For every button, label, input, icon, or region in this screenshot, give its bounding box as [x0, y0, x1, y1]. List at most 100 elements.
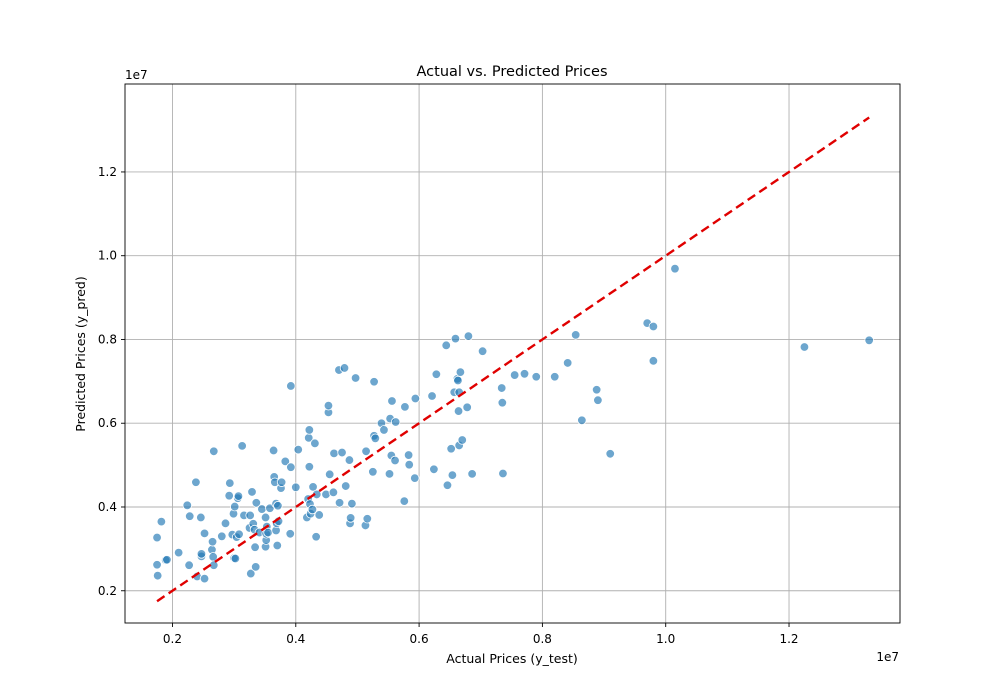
data-point — [324, 469, 335, 480]
data-point — [368, 467, 378, 477]
data-point — [196, 549, 207, 559]
data-point — [162, 555, 172, 565]
data-point — [593, 395, 603, 405]
data-point — [344, 455, 355, 465]
data-point — [247, 487, 257, 497]
data-point — [230, 501, 240, 512]
points-layer — [152, 263, 874, 584]
data-point — [233, 491, 244, 501]
plot-frame — [124, 83, 901, 624]
data-point — [519, 369, 530, 379]
data-point — [400, 402, 410, 412]
data-point — [390, 455, 400, 466]
y-tick-label: 1.0 — [98, 249, 117, 263]
data-point — [384, 469, 395, 479]
data-point — [799, 342, 810, 352]
x-tick-label: 1.0 — [656, 632, 675, 646]
data-point — [347, 498, 357, 509]
x-tick-label: 0.4 — [286, 632, 305, 646]
data-point — [323, 400, 334, 411]
data-point — [605, 449, 615, 459]
data-point — [379, 425, 389, 435]
data-point — [152, 560, 162, 570]
data-point — [497, 383, 507, 393]
x-tick-label: 1.2 — [779, 632, 798, 646]
data-point — [311, 532, 321, 542]
data-point — [442, 480, 453, 490]
data-point — [276, 477, 287, 487]
data-point — [550, 372, 560, 382]
data-point — [648, 321, 659, 332]
x-axis-label: Actual Prices (y_test) — [446, 651, 578, 666]
data-point — [350, 373, 361, 383]
x-offset-label: 1e7 — [876, 650, 899, 664]
data-point — [509, 370, 520, 380]
data-point — [462, 402, 472, 413]
data-point — [334, 498, 345, 508]
data-point — [184, 560, 194, 570]
y-tick-label: 1.2 — [98, 165, 117, 179]
x-tick-label: 0.6 — [410, 632, 429, 646]
data-point — [217, 531, 227, 542]
data-point — [199, 528, 210, 539]
data-point — [498, 468, 508, 479]
data-point — [246, 568, 256, 579]
data-point — [864, 335, 874, 346]
data-point — [361, 446, 371, 456]
data-point — [234, 529, 244, 539]
data-point — [152, 570, 163, 581]
data-point — [670, 263, 680, 274]
data-point — [457, 435, 467, 445]
data-point — [263, 527, 273, 538]
data-point — [285, 529, 295, 539]
data-point — [237, 441, 247, 451]
data-point — [304, 425, 315, 435]
data-point — [562, 358, 573, 368]
data-point — [362, 514, 373, 524]
data-point — [477, 346, 488, 356]
y-tick-label: 0.2 — [98, 584, 117, 598]
data-point — [447, 470, 458, 480]
data-point — [648, 356, 659, 366]
data-point — [431, 369, 442, 379]
data-point — [156, 516, 167, 527]
data-point — [250, 542, 260, 552]
data-point — [339, 363, 350, 373]
data-point — [268, 445, 279, 456]
data-point — [293, 444, 303, 455]
data-point — [209, 446, 219, 456]
data-point — [260, 512, 271, 523]
data-point — [341, 481, 351, 491]
data-point — [410, 473, 420, 483]
data-point — [369, 377, 379, 387]
data-point — [182, 500, 192, 511]
data-point — [429, 464, 439, 474]
reference-line — [156, 116, 870, 603]
data-point — [410, 393, 421, 404]
y-axis-label: Predicted Prices (y_pred) — [73, 276, 88, 431]
data-point — [455, 367, 466, 377]
data-point — [185, 511, 195, 521]
data-point — [370, 433, 381, 444]
data-point — [328, 487, 339, 498]
data-point — [230, 553, 241, 564]
data-point — [225, 478, 235, 488]
y-tick-label: 0.6 — [98, 416, 117, 430]
x-tick-label: 0.2 — [163, 632, 182, 646]
y-tick-label: 0.4 — [98, 500, 117, 514]
data-point — [337, 447, 347, 458]
data-point — [257, 504, 267, 514]
data-point — [207, 537, 218, 547]
data-point — [453, 406, 464, 416]
data-point — [450, 333, 461, 344]
data-point — [403, 450, 414, 460]
data-point — [591, 385, 602, 395]
data-point — [329, 448, 339, 459]
data-point — [286, 462, 296, 472]
data-point — [399, 496, 409, 506]
data-point — [314, 510, 324, 520]
data-point — [245, 510, 255, 521]
data-point — [307, 504, 318, 515]
data-point — [497, 398, 508, 408]
